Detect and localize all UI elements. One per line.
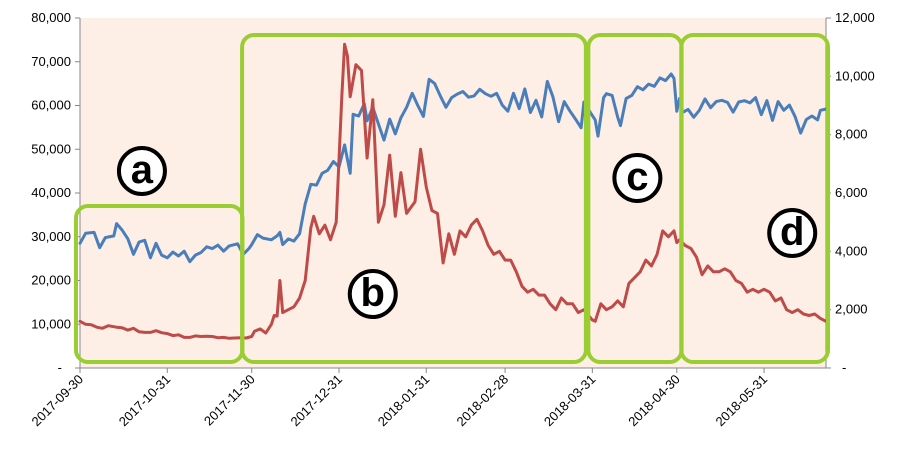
left-y-tick-label: - [58,360,62,375]
right-y-tick-label: 2,000 [835,302,868,317]
x-tick-label: 2017-12-31 [287,372,345,430]
x-tick-label: 2017-10-31 [116,372,174,430]
x-tick-label: 2018-01-31 [375,372,433,430]
region-c-marker [612,153,663,203]
highlight-regions: a b c d [74,33,831,364]
right-y-tick-label: 8,000 [835,127,868,142]
x-tick-label: 2018-03-31 [541,372,599,430]
right-y-tick-label: 4,000 [835,243,868,258]
left-y-tick-label: 10,000 [31,316,71,331]
right-y-tick-label: 6,000 [835,185,868,200]
left-y-axis: - 10,000 20,000 30,000 40,000 50,000 60,000 70,… [31,10,81,375]
left-y-tick-label: 60,000 [31,98,71,113]
region-b-box [240,33,588,364]
x-tick-label: 2017-09-30 [28,372,86,430]
region-a-label: a [131,148,154,192]
region-d-marker [767,208,818,258]
x-axis: 2017-09-30 2017-10-31 2017-11-30 2017-12-31… [28,367,826,430]
right-y-axis: - 2,000 4,000 6,000 8,000 10,000 12,000 [825,10,875,375]
region-b-marker [347,269,398,319]
right-y-tick-label: 10,000 [835,68,875,83]
left-y-tick-label: 80,000 [31,10,71,25]
blue-series-line [78,72,828,264]
right-y-tick-label: 12,000 [835,10,875,25]
x-tick-label: 2018-05-31 [713,372,771,430]
region-d-box [679,33,831,364]
region-b-label: b [361,271,385,315]
red-series-line [78,42,828,340]
left-y-tick-label: 40,000 [31,185,71,200]
x-tick-label: 2018-02-28 [454,372,512,430]
region-a-marker [116,146,167,196]
region-d-label: d [780,210,804,254]
right-y-tick-label: - [842,360,846,375]
x-tick-label: 2018-04-30 [625,372,683,430]
left-y-tick-label: 30,000 [31,229,71,244]
series-lines [78,42,828,340]
x-tick-label: 2017-11-30 [201,372,258,429]
left-y-tick-label: 50,000 [31,141,71,156]
region-c-label: c [626,155,648,199]
left-y-tick-label: 20,000 [31,273,71,288]
left-y-tick-label: 70,000 [31,54,71,69]
plot-area [80,18,826,368]
